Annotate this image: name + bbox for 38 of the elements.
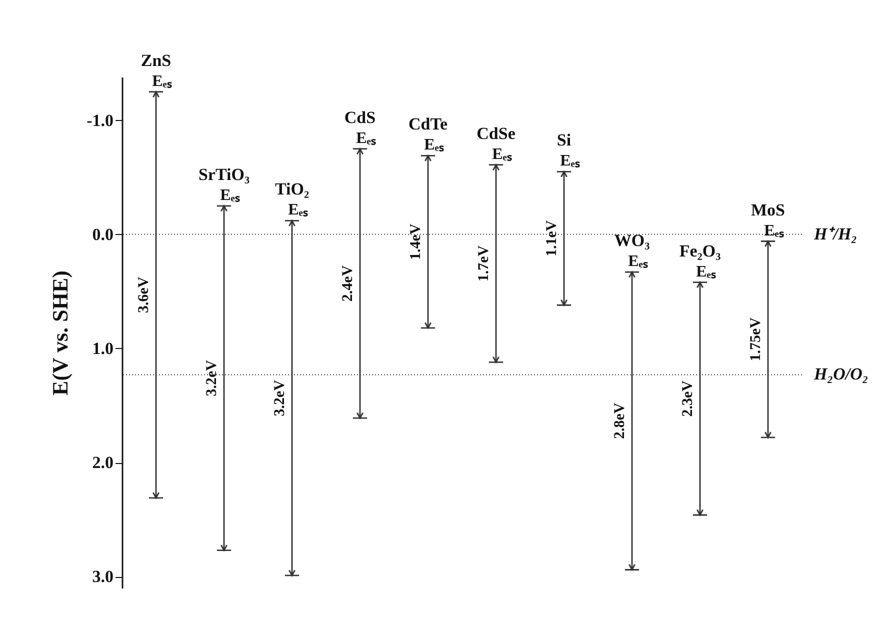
annotation: Eₑₛ	[424, 136, 444, 154]
annotation: 1.1eV	[544, 220, 560, 257]
annotation: Eₑₛ	[560, 152, 580, 170]
annotation: 3.2eV	[272, 380, 288, 416]
x-tick-label: Si	[556, 130, 572, 150]
x-tick-label: ZnS	[140, 50, 172, 70]
y-axis-title: E(V vs. SHE)	[48, 270, 73, 396]
y-tick-label: 0.0	[92, 224, 114, 244]
x-tick-label: WO₃	[614, 231, 650, 250]
y-tick-label: 1.0	[92, 338, 114, 358]
annotation: 3.2eV	[204, 360, 220, 396]
x-tick-label: MoS	[751, 200, 785, 220]
x-tick-label: CdSe	[476, 124, 516, 143]
x-tick-label: SrTiO₃	[198, 164, 250, 184]
annotation: 1.75eV	[748, 317, 764, 362]
annotation: Eₑₛ	[492, 146, 512, 163]
annotation: Eₑₛ	[696, 263, 716, 280]
annotation: Eₑₛ	[356, 130, 376, 147]
y-tick-label: 3.0	[92, 567, 114, 586]
annotation: 2.8eV	[612, 402, 628, 440]
annotation: Eₑₛ	[628, 253, 648, 270]
annotation: Eₑₛ	[220, 186, 240, 204]
x-tick-label: CdS	[344, 108, 376, 127]
ref-line-label: H₂O/O₂	[813, 364, 868, 384]
x-tick-label: CdTe	[408, 114, 448, 134]
y-tick-label: 2.0	[92, 453, 114, 472]
annotation: 3.6eV	[136, 276, 152, 313]
annotation: Eₑₛ	[764, 222, 784, 240]
ref-line-label: H⁺/H₂	[813, 224, 858, 244]
annotation: Eₑₛ	[152, 72, 172, 90]
x-tick-label: TiO₂	[274, 180, 310, 199]
annotation: 2.3eV	[680, 380, 696, 417]
annotation: Eₑₛ	[288, 202, 308, 219]
annotation: 2.4eV	[340, 265, 356, 302]
annotation: 1.7eV	[476, 245, 492, 282]
annotation: 1.4eV	[408, 224, 424, 260]
y-tick-label: -1.0	[86, 110, 114, 130]
x-tick-label: Fe₂O₃	[679, 241, 721, 260]
